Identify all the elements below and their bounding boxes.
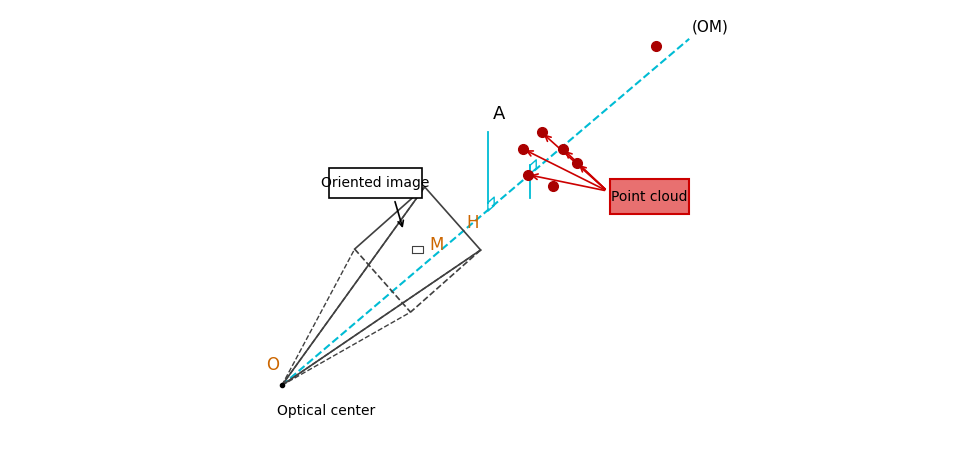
Text: Oriented image: Oriented image bbox=[322, 176, 430, 190]
FancyBboxPatch shape bbox=[328, 168, 422, 198]
Text: Point cloud: Point cloud bbox=[612, 190, 688, 204]
FancyBboxPatch shape bbox=[610, 179, 689, 214]
Text: H: H bbox=[466, 214, 478, 232]
Text: O: O bbox=[266, 356, 279, 374]
Text: Optical center: Optical center bbox=[278, 404, 375, 418]
Text: M: M bbox=[430, 236, 444, 254]
Text: (OM): (OM) bbox=[692, 19, 728, 34]
Text: A: A bbox=[493, 105, 505, 123]
